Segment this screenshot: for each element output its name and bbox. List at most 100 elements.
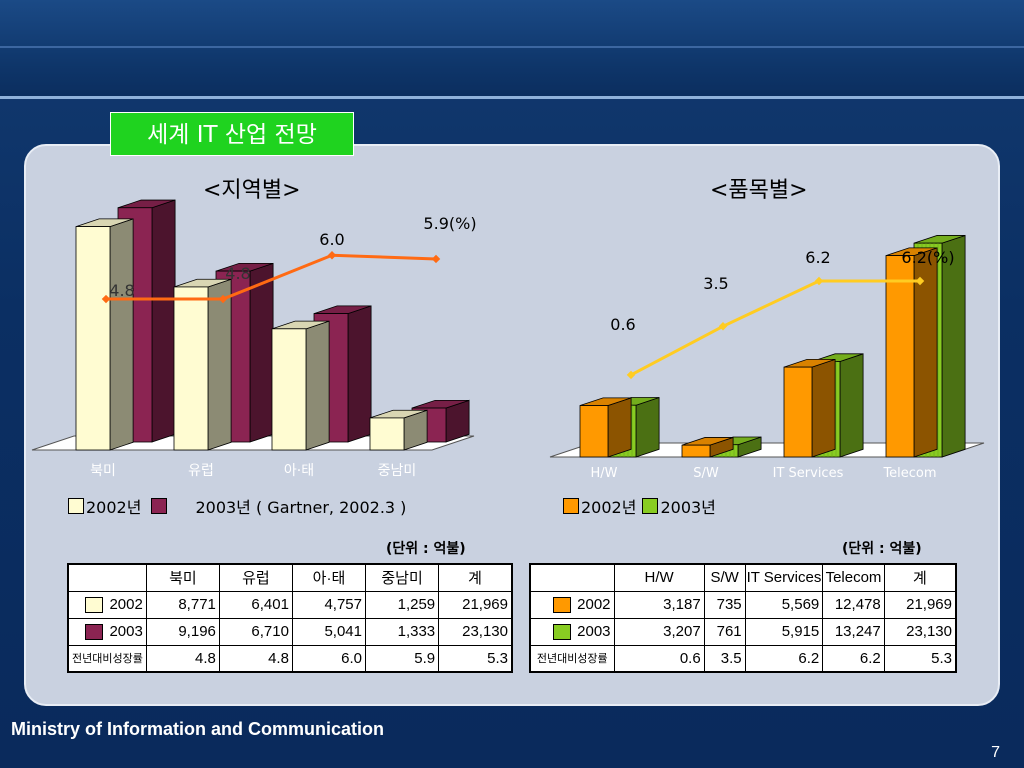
- growth-label: 5.9(%): [423, 214, 476, 233]
- table-header-cell: S/W: [703, 563, 746, 592]
- growth-label: 3.5: [703, 274, 728, 293]
- table-header-row: H/W S/W IT Services Telecom 계: [529, 563, 957, 592]
- table-cell: 13,247: [822, 617, 885, 646]
- legend-swatch-2003: [642, 498, 659, 514]
- table-cell: 1,333: [364, 617, 440, 646]
- table-cell: 8,771: [145, 590, 220, 619]
- row-swatch-2003: [85, 623, 104, 640]
- growth-point: [101, 294, 111, 304]
- category-label: IT Services: [773, 466, 844, 481]
- page-number: 7: [991, 744, 1000, 761]
- table-cell: 5,915: [744, 617, 824, 646]
- bar-2002-2: [271, 320, 330, 451]
- table-header-cell: 계: [438, 563, 513, 592]
- growth-label: 4.8: [225, 264, 250, 283]
- table-header-cell: 북미: [145, 563, 220, 592]
- row-label-cell: 전년대비성장률: [67, 644, 147, 673]
- table-cell: 5.3: [883, 644, 957, 673]
- row-label: 2003: [109, 623, 143, 640]
- growth-label: 4.8: [109, 281, 134, 300]
- table-header-cell: 계: [883, 563, 957, 592]
- bar-2002-3: [369, 409, 428, 451]
- growth-line: [630, 279, 920, 377]
- bar-2002-0: [579, 397, 632, 458]
- legend-label-2002: 2002년: [86, 498, 142, 517]
- category-label: 유럽: [188, 463, 214, 479]
- row-label-cell: 전년대비성장률: [529, 644, 615, 673]
- row-label: 2002: [577, 596, 611, 613]
- table-cell: 6.2: [822, 644, 885, 673]
- table-header-cell: 아·태: [291, 563, 366, 592]
- row-label: 2002: [109, 596, 143, 613]
- category-label: Telecom: [882, 466, 936, 481]
- bar-2002-2: [783, 358, 836, 458]
- legend-swatch-2002: [563, 498, 579, 514]
- region-legend: 2002년 2003년 ( Gartner, 2002.3 ): [68, 494, 406, 518]
- table-cell: 23,130: [883, 617, 957, 646]
- table-cell: 21,969: [438, 590, 513, 619]
- growth-label: 6.0: [319, 230, 344, 249]
- table-cell: 12,478: [822, 590, 885, 619]
- table-cell: 5.9: [364, 644, 440, 673]
- table-cell: 761: [703, 617, 746, 646]
- table-row: 전년대비성장률 4.8 4.8 6.0 5.9 5.3: [67, 644, 513, 673]
- category-label: 북미: [90, 463, 116, 479]
- growth-point: [626, 370, 636, 380]
- table-header-cell: 유럽: [218, 563, 293, 592]
- table-cell: 1,259: [364, 590, 440, 619]
- growth-label: 0.6: [610, 315, 635, 334]
- table-cell: 4.8: [218, 644, 293, 673]
- bar-2002-0: [75, 218, 134, 451]
- legend-swatch-2003: [151, 498, 168, 514]
- table-cell: 9,196: [145, 617, 220, 646]
- growth-point: [327, 251, 337, 260]
- item-chart: H/W S/W IT Services Telecom 0.6 3.5 6.2 6.2(%): [549, 234, 985, 481]
- category-label: 중남미: [378, 463, 417, 479]
- growth-label: 6.2: [805, 248, 830, 267]
- growth-label: 6.2(%): [901, 248, 954, 267]
- table-cell: 23,130: [438, 617, 513, 646]
- table-row: 2003 9,196 6,710 5,041 1,333 23,130: [67, 617, 513, 646]
- item-unit-label: (단위 : 억불): [842, 541, 922, 557]
- category-label: H/W: [590, 466, 617, 481]
- table-cell: 6,710: [218, 617, 293, 646]
- table-row: 2002 8,771 6,401 4,757 1,259 21,969: [67, 590, 513, 619]
- legend-label-2002: 2002년: [581, 498, 637, 517]
- table-corner-cell: [529, 563, 615, 592]
- table-cell: 0.6: [613, 644, 705, 673]
- table-cell: 6,401: [218, 590, 293, 619]
- table-header-cell: IT Services: [744, 563, 824, 592]
- row-label-cell: 2002: [67, 590, 147, 619]
- table-row: 전년대비성장률 0.6 3.5 6.2 6.2 5.3: [529, 644, 957, 673]
- region-table: 북미 유럽 아·태 중남미 계 2002 8,771 6,401 4,757 1…: [67, 563, 513, 673]
- bar-2002-1: [173, 278, 232, 451]
- region-chart: 북미 유럽 아·태 중남미 4.8 4.8 6.0 5.9(%): [31, 199, 477, 479]
- row-swatch-2002: [85, 596, 104, 613]
- header-rule: [0, 46, 1024, 48]
- region-chart-title: <지역별>: [203, 178, 301, 203]
- slide-title: 세계 IT 산업 전망: [110, 112, 354, 156]
- table-cell: 5,569: [744, 590, 824, 619]
- legend-swatch-2002: [68, 498, 84, 514]
- table-cell: 4.8: [145, 644, 220, 673]
- growth-line: [106, 253, 437, 301]
- table-header-cell: 중남미: [364, 563, 440, 592]
- table-cell: 5.3: [438, 644, 513, 673]
- item-table: H/W S/W IT Services Telecom 계 2002 3,187…: [529, 563, 957, 673]
- region-unit-label: (단위 : 억불): [386, 541, 466, 557]
- growth-point: [915, 276, 925, 286]
- table-header-row: 북미 유럽 아·태 중남미 계: [67, 563, 513, 592]
- category-label: 아·태: [284, 463, 314, 479]
- table-cell: 6.2: [744, 644, 824, 673]
- table-cell: 3,207: [613, 617, 705, 646]
- item-chart-title: <품목별>: [710, 178, 808, 203]
- row-label-cell: 2003: [67, 617, 147, 646]
- legend-label-2003: 2003년: [660, 498, 716, 517]
- row-swatch-2003: [553, 623, 572, 640]
- table-corner-cell: [67, 563, 147, 592]
- row-swatch-2002: [553, 596, 572, 613]
- item-legend: 2002년 2003년: [563, 494, 716, 518]
- growth-point: [218, 294, 228, 304]
- row-label: 2003: [577, 623, 611, 640]
- growth-point: [431, 254, 441, 264]
